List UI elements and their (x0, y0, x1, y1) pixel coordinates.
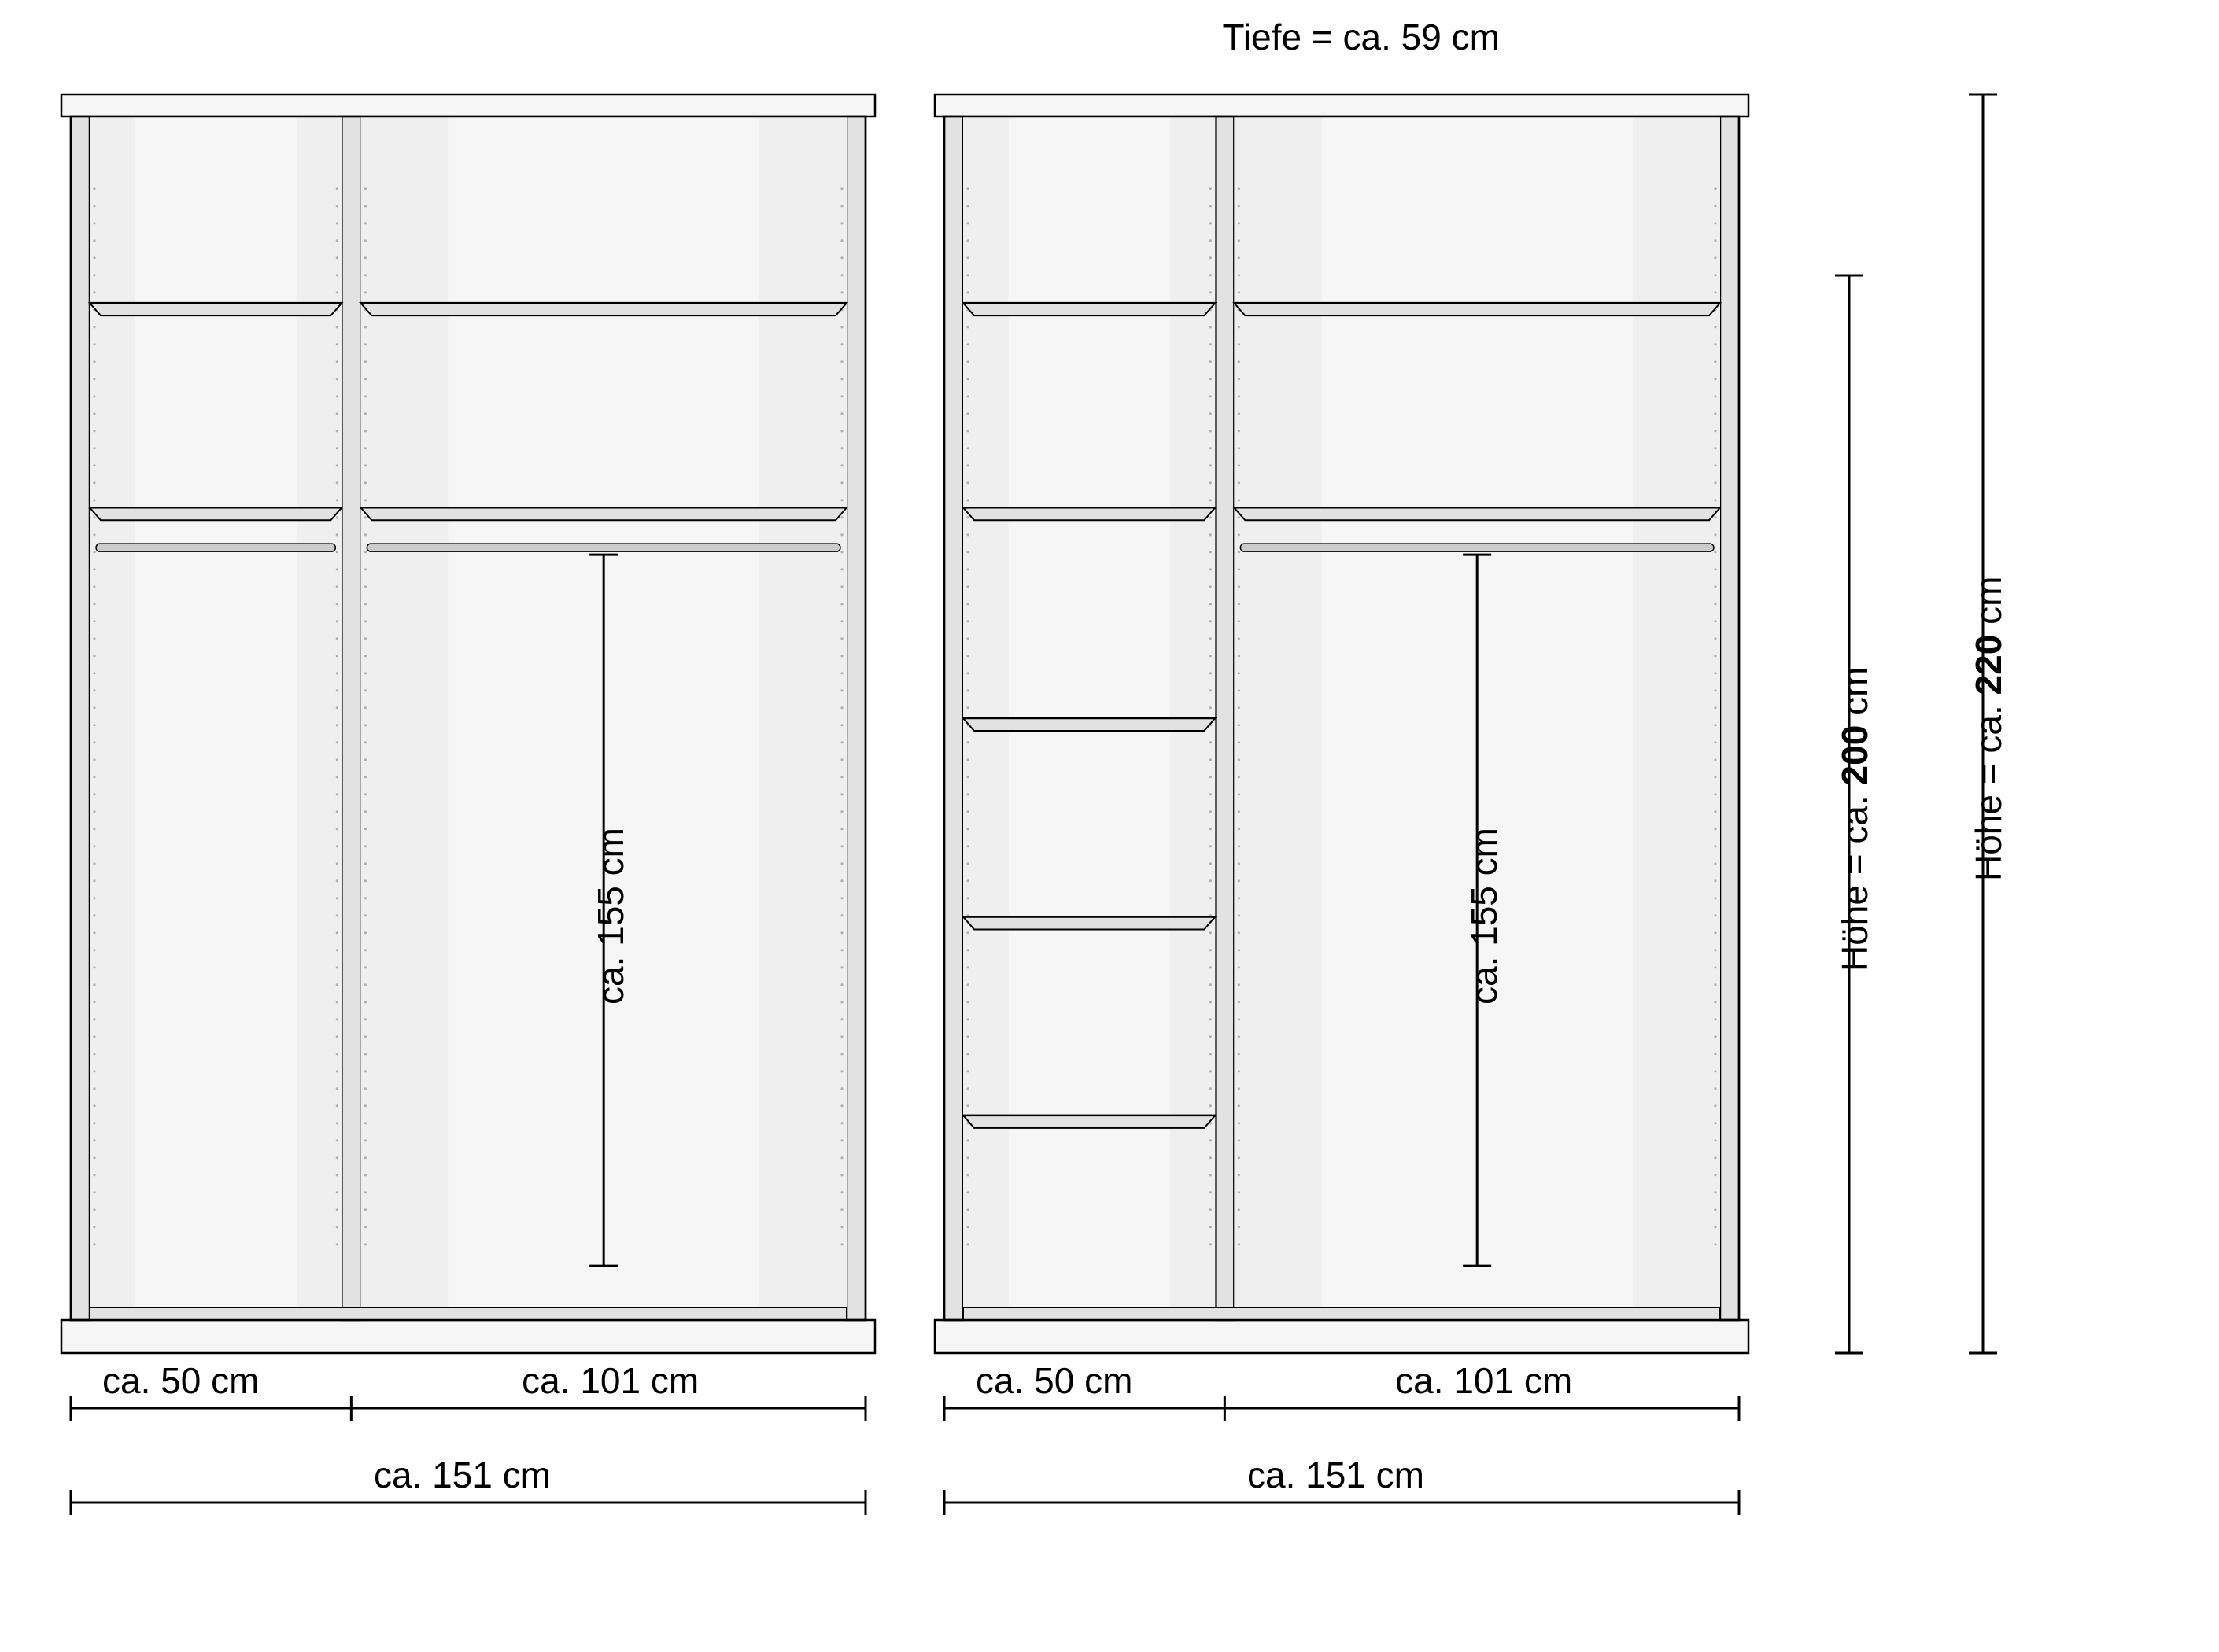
label-hang-1: ca. 155 cm (589, 828, 632, 1005)
label-height-200: Höhe = ca. 200 cm (1833, 667, 1876, 972)
wardrobe-b (935, 94, 1748, 1353)
label-w-right-1: ca. 101 cm (522, 1359, 699, 1402)
label-w-total-2: ca. 151 cm (1247, 1454, 1424, 1496)
label-w-total-1: ca. 151 cm (374, 1454, 551, 1496)
label-w-left-1: ca. 50 cm (102, 1359, 259, 1402)
label-hang-2: ca. 155 cm (1463, 828, 1505, 1005)
label-height-220: Höhe = ca. 220 cm (1967, 577, 2010, 881)
label-w-left-2: ca. 50 cm (976, 1359, 1132, 1402)
label-depth: Tiefe = ca. 59 cm (1223, 16, 1500, 58)
diagram-svg (0, 0, 2219, 1652)
wardrobe-a (61, 94, 875, 1353)
label-w-right-2: ca. 101 cm (1395, 1359, 1572, 1402)
